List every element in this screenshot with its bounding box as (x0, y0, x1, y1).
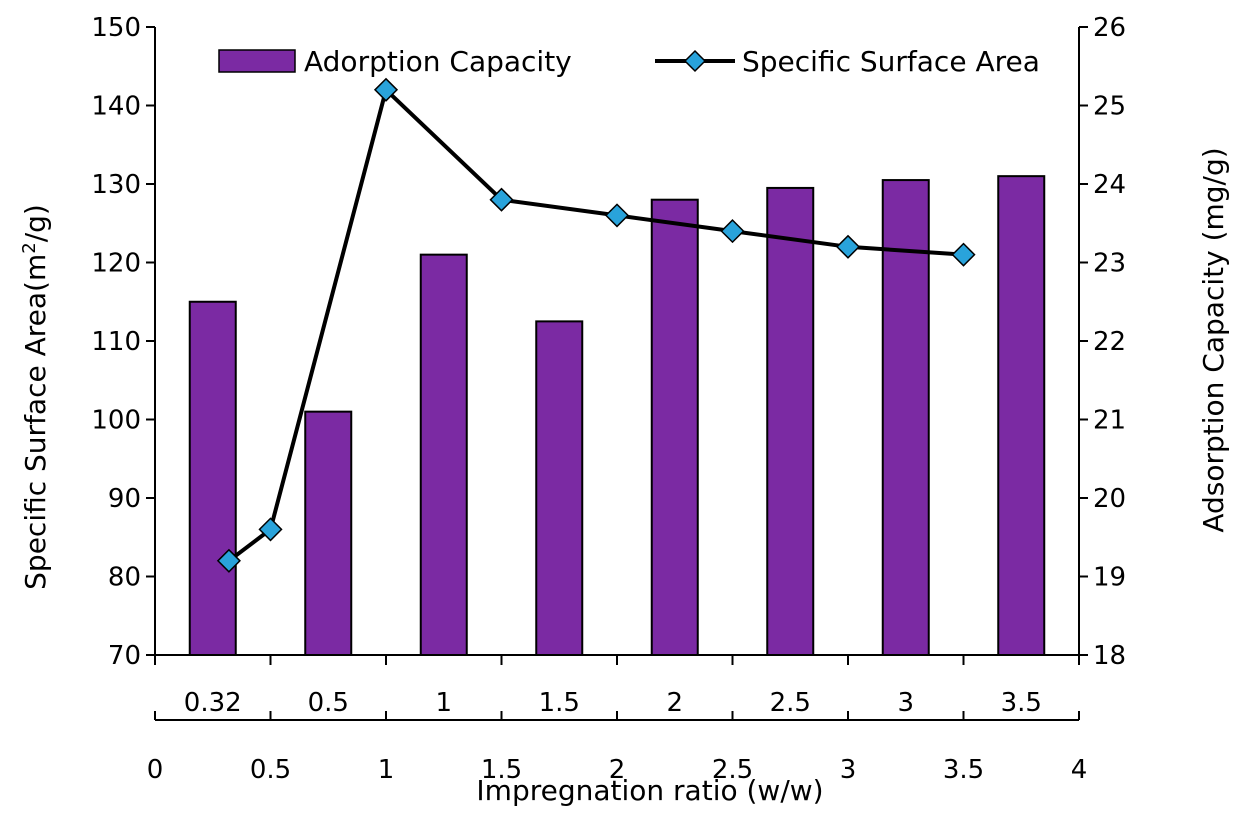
numeric-x-tick-label-6: 3 (840, 755, 857, 785)
numeric-x-tick-label-2: 1 (378, 755, 395, 785)
legend: Adorption Capacity Specific Surface Area (218, 45, 1040, 78)
left-tick-label-5: 120 (91, 249, 141, 279)
bar-2 (419, 253, 468, 656)
left-tick-label-3: 100 (91, 406, 141, 436)
line-point-5 (720, 219, 745, 244)
line-series (216, 77, 976, 573)
right-tick-label-0: 18 (1093, 641, 1126, 671)
left-tick-label-2: 90 (108, 484, 141, 514)
left-axis-title-sup: 2 (19, 242, 40, 253)
right-tick-label-1: 19 (1093, 563, 1126, 593)
category-label-1: 0.5 (308, 688, 349, 718)
left-tick-label-1: 80 (108, 563, 141, 593)
category-label-0: 0.32 (184, 688, 242, 718)
bar-5 (766, 186, 815, 657)
left-tick-label-7: 140 (91, 92, 141, 122)
left-tick-label-6: 130 (91, 170, 141, 200)
line-point-4 (604, 203, 630, 228)
bar-6 (881, 179, 930, 656)
numeric-x-tick-label-0: 0 (147, 755, 164, 785)
line-point-6 (835, 234, 861, 259)
left-tick-label-8: 150 (91, 13, 141, 43)
legend-bar-swatch (218, 49, 296, 73)
numeric-x-tick-label-7: 3.5 (943, 755, 984, 785)
right-tick-label-3: 21 (1093, 406, 1126, 436)
numeric-x-tick-label-5: 2.5 (712, 755, 753, 785)
category-label-6: 3 (897, 688, 914, 718)
right-tick-label-8: 26 (1093, 13, 1126, 43)
right-tick-label-2: 20 (1093, 484, 1126, 514)
line-point-0 (216, 548, 241, 573)
bar-3 (535, 320, 584, 656)
line-point-2 (373, 77, 399, 102)
category-label-2: 1 (435, 688, 452, 718)
right-axis-title: Adsorption Capacity (mg/g) (1197, 147, 1230, 532)
right-tick-label-5: 23 (1093, 249, 1126, 279)
left-axis-title-main: Specific Surface Area(m (19, 254, 52, 590)
left-axis-title: Specific Surface Area(m2/g) (19, 204, 52, 590)
right-tick-label-7: 25 (1093, 92, 1126, 122)
right-tick-label-6: 24 (1093, 170, 1126, 200)
bar-7 (997, 175, 1046, 656)
line-point-1 (258, 517, 283, 542)
category-label-5: 2.5 (770, 688, 811, 718)
bar-1 (304, 410, 353, 656)
line-point-7 (951, 242, 976, 267)
bar-0 (188, 300, 237, 656)
left-tick-label-0: 70 (108, 641, 141, 671)
legend-line-marker (683, 49, 707, 73)
category-label-4: 2 (666, 688, 683, 718)
category-label-7: 3.5 (1001, 688, 1042, 718)
bar-series (188, 175, 1046, 657)
line-point-3 (489, 187, 514, 212)
left-axis-title-end: /g) (19, 204, 52, 242)
x-axis-title: Impregnation ratio (w/w) (476, 774, 823, 807)
category-label-3: 1.5 (539, 688, 580, 718)
legend-bar-label: Adorption Capacity (304, 45, 572, 78)
bar-4 (650, 198, 699, 656)
line-path (227, 87, 964, 563)
numeric-x-tick-label-1: 0.5 (250, 755, 291, 785)
left-tick-label-4: 110 (91, 327, 141, 357)
numeric-x-tick-label-4: 2 (609, 755, 626, 785)
numeric-x-tick-label-3: 1.5 (481, 755, 522, 785)
legend-line-label: Specific Surface Area (742, 45, 1040, 78)
axes: 7080901001101201301401501819202122232425… (91, 13, 1126, 785)
numeric-x-tick-label-8: 4 (1071, 755, 1088, 785)
right-tick-label-4: 22 (1093, 327, 1126, 357)
